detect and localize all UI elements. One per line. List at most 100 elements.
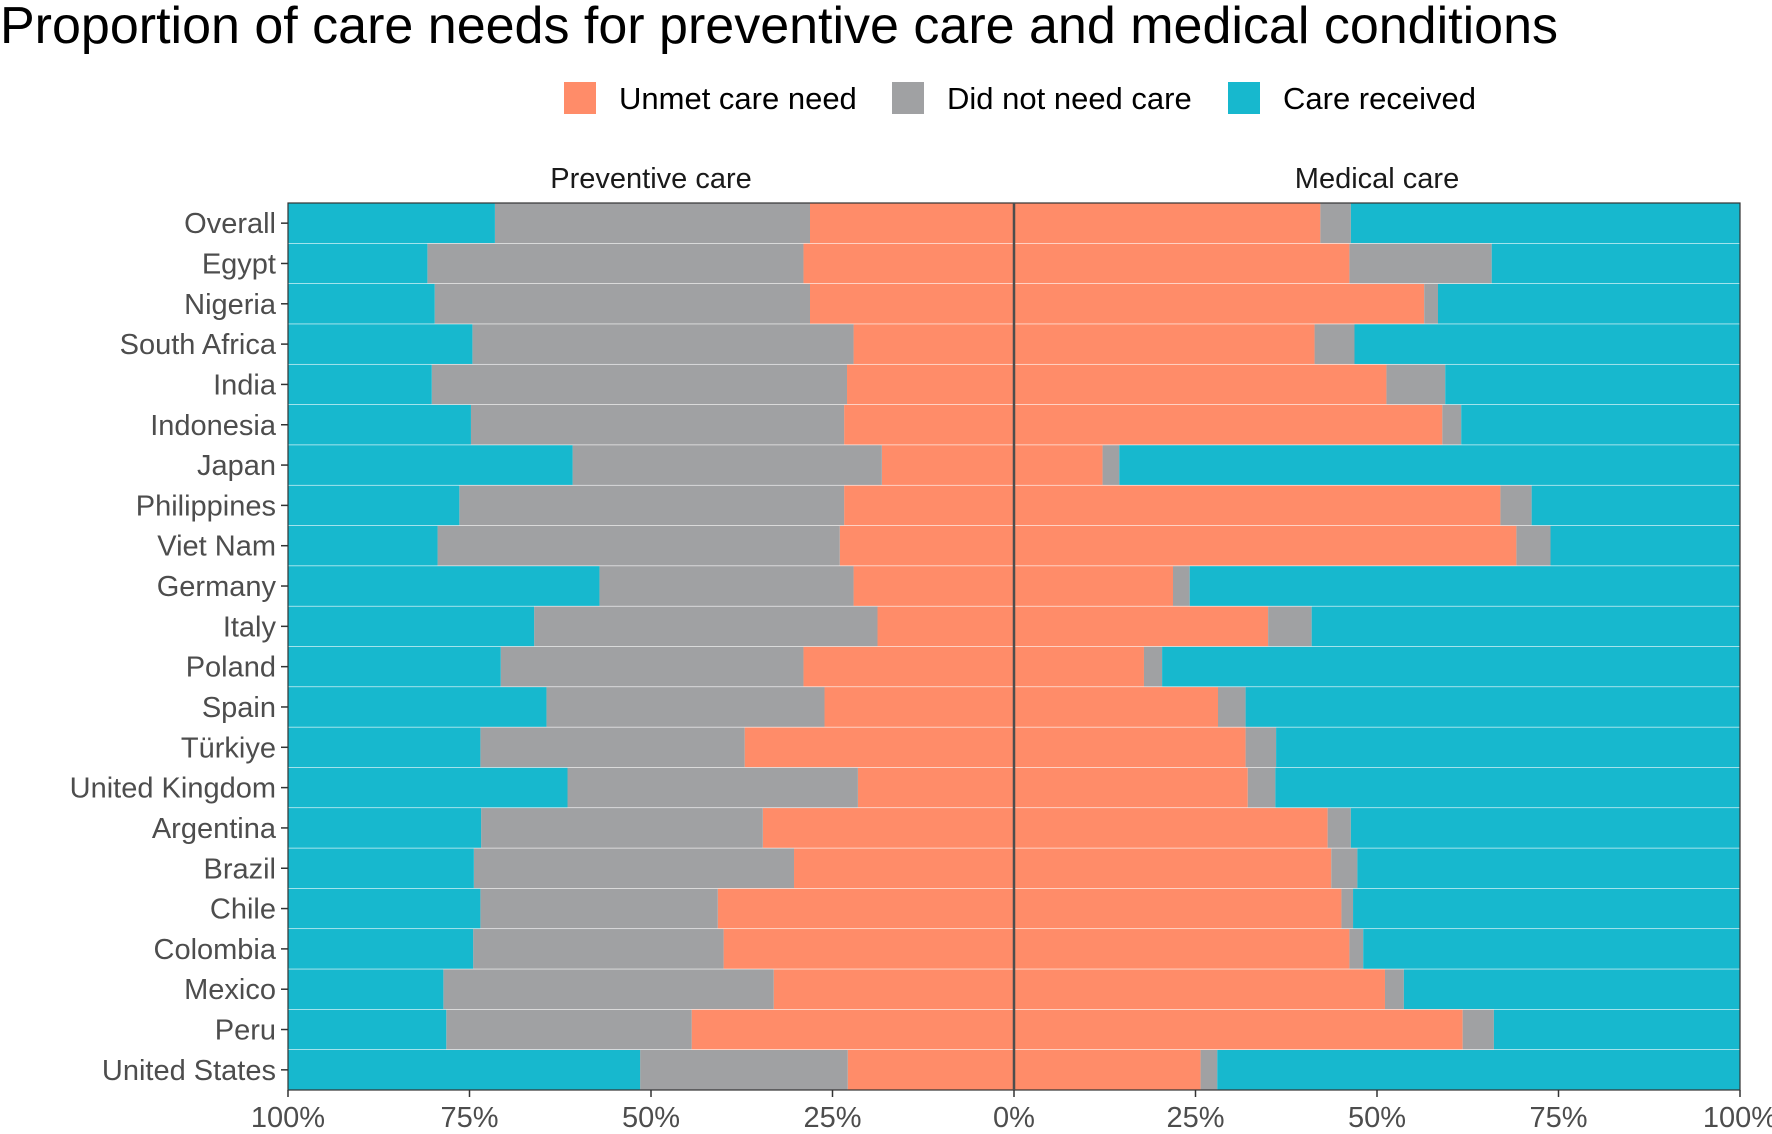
bar-preventive-did-not-need-chile — [480, 888, 718, 929]
bar-medical-did-not-need-argentina — [1327, 808, 1351, 848]
bar-preventive-did-not-need-colombia — [473, 929, 724, 969]
bar-medical-received-peru — [1493, 1009, 1740, 1050]
bar-medical-unmet-japan — [1014, 445, 1103, 485]
legend-label-did-not-need-care: Did not need care — [947, 81, 1192, 116]
bar-medical-did-not-need-spain — [1218, 687, 1246, 727]
bar-preventive-received-nigeria — [288, 283, 435, 324]
bar-preventive-received-japan — [288, 445, 573, 485]
bar-medical-received-mexico — [1403, 969, 1740, 1010]
bar-preventive-received-italy — [288, 606, 535, 647]
bar-preventive-received-united-states — [288, 1049, 641, 1090]
category-label-brazil: Brazil — [203, 853, 276, 885]
bar-medical-unmet-egypt — [1014, 243, 1350, 284]
bar-medical-received-argentina — [1350, 808, 1740, 848]
bar-preventive-received-overall — [288, 203, 495, 244]
category-label-viet-nam: Viet Nam — [157, 531, 276, 563]
bar-medical-unmet-viet-nam — [1014, 525, 1517, 566]
bar-preventive-did-not-need-spain — [546, 687, 825, 727]
category-label-colombia: Colombia — [154, 934, 277, 966]
bar-preventive-did-not-need-mexico — [443, 969, 774, 1010]
bar-preventive-unmet-brazil — [794, 848, 1014, 889]
bar-medical-received-italy — [1311, 606, 1740, 647]
bar-preventive-unmet-united-kingdom — [857, 767, 1014, 808]
bar-medical-did-not-need-viet-nam — [1516, 525, 1551, 566]
bar-medical-did-not-need-peru — [1462, 1009, 1494, 1050]
category-label-south-africa: South Africa — [120, 329, 277, 361]
x-tick-label: 75% — [440, 1102, 498, 1134]
facet-strips: Preventive care Medical care — [550, 163, 1459, 195]
bar-medical-unmet-germany — [1014, 566, 1173, 606]
bar-medical-did-not-need-japan — [1102, 445, 1120, 485]
category-label-poland: Poland — [186, 652, 276, 684]
bar-medical-did-not-need-germany — [1172, 566, 1190, 606]
category-label-italy: Italy — [223, 611, 277, 643]
chart-title: Proportion of care needs for preventive … — [0, 0, 1558, 55]
x-axis: 100% 75% 50% 25% 0% 25% 50% 75% 100% — [251, 1090, 1772, 1134]
bar-medical-received-brazil — [1357, 848, 1740, 889]
category-label-spain: Spain — [202, 692, 276, 724]
bar-medical-received-egypt — [1491, 243, 1740, 284]
bar-medical-did-not-need-philippines — [1500, 485, 1532, 526]
category-label-germany: Germany — [157, 571, 277, 603]
bar-preventive-received-united-kingdom — [288, 767, 568, 808]
bar-medical-unmet-united-kingdom — [1014, 767, 1248, 808]
bar-preventive-received-viet-nam — [288, 525, 438, 566]
bar-preventive-unmet-peru — [691, 1009, 1014, 1050]
facet-label-preventive-care: Preventive care — [550, 163, 752, 195]
bar-preventive-unmet-united-states — [847, 1049, 1014, 1090]
bar-medical-did-not-need-mexico — [1384, 969, 1404, 1010]
bar-preventive-received-indonesia — [288, 404, 471, 445]
bar-preventive-unmet-argentina — [762, 808, 1014, 848]
bar-preventive-unmet-nigeria — [809, 283, 1014, 324]
bar-preventive-did-not-need-india — [431, 364, 848, 405]
bar-medical-unmet-chile — [1014, 888, 1342, 929]
bar-medical-received-united-kingdom — [1275, 767, 1740, 808]
bar-medical-unmet-philippines — [1014, 485, 1501, 526]
bar-preventive-did-not-need-egypt — [427, 243, 804, 284]
bar-medical-received-indonesia — [1461, 404, 1740, 445]
bar-medical-did-not-need-brazil — [1331, 848, 1358, 889]
bar-medical-received-japan — [1119, 445, 1740, 485]
bar-medical-received-overall — [1350, 203, 1740, 244]
category-label-united-kingdom: United Kingdom — [70, 773, 276, 805]
bar-preventive-did-not-need-nigeria — [434, 283, 810, 324]
category-label-chile: Chile — [210, 894, 276, 926]
bar-preventive-received-philippines — [288, 485, 460, 526]
bar-preventive-received-chile — [288, 888, 481, 929]
bar-medical-received-germany — [1189, 566, 1740, 606]
bar-medical-did-not-need-south-africa — [1314, 324, 1355, 364]
bar-preventive-received-colombia — [288, 929, 474, 969]
bar-medical-unmet-united-states — [1014, 1049, 1201, 1090]
bar-medical-unmet-t-rkiye — [1014, 727, 1246, 768]
bar-preventive-did-not-need-peru — [446, 1009, 692, 1050]
bar-preventive-did-not-need-indonesia — [470, 404, 845, 445]
bar-preventive-received-india — [288, 364, 432, 405]
x-tick-label: 100% — [1703, 1102, 1772, 1134]
bar-medical-received-india — [1445, 364, 1740, 405]
bar-medical-received-spain — [1245, 687, 1740, 727]
bar-preventive-unmet-spain — [824, 687, 1014, 727]
bar-preventive-received-brazil — [288, 848, 474, 889]
legend-swatch-did-not-need-care — [892, 82, 924, 114]
bar-preventive-did-not-need-t-rkiye — [480, 727, 745, 768]
bar-medical-did-not-need-india — [1386, 364, 1446, 405]
bar-medical-unmet-italy — [1014, 606, 1269, 647]
legend: Unmet care need Did not need care Care rec… — [564, 81, 1476, 116]
legend-swatch-unmet-care-need — [564, 82, 596, 114]
category-label-united-states: United States — [102, 1055, 276, 1087]
bar-medical-did-not-need-t-rkiye — [1245, 727, 1277, 768]
bar-medical-unmet-south-africa — [1014, 324, 1315, 364]
bar-medical-unmet-mexico — [1014, 969, 1385, 1010]
bar-preventive-unmet-overall — [809, 203, 1014, 244]
bar-preventive-unmet-germany — [853, 566, 1014, 606]
category-label-overall: Overall — [184, 208, 276, 240]
bar-preventive-unmet-colombia — [723, 929, 1014, 969]
bar-preventive-received-argentina — [288, 808, 482, 848]
bar-preventive-unmet-t-rkiye — [744, 727, 1014, 768]
bar-preventive-unmet-poland — [803, 646, 1014, 687]
bar-medical-received-colombia — [1363, 929, 1740, 969]
bar-preventive-received-peru — [288, 1009, 447, 1050]
bar-preventive-did-not-need-italy — [534, 606, 878, 647]
bar-preventive-unmet-japan — [881, 445, 1014, 485]
